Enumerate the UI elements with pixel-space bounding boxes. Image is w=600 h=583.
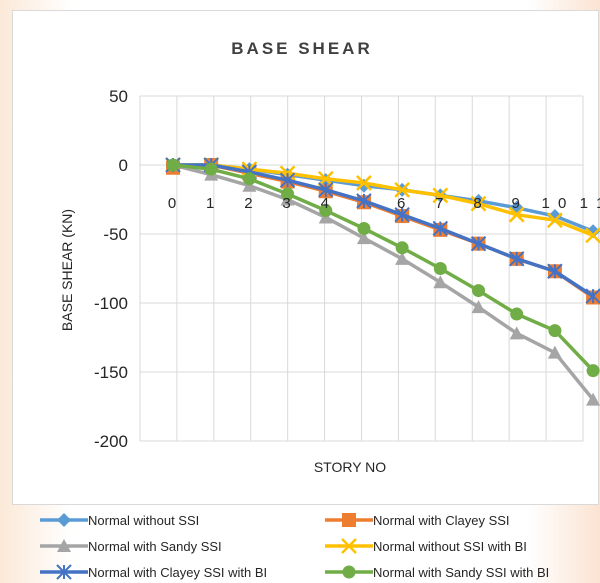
x-marker xyxy=(394,181,411,198)
series-4 xyxy=(165,157,600,304)
star-marker xyxy=(279,172,296,188)
chart-area xyxy=(12,10,599,505)
diamond-marker xyxy=(57,513,71,527)
triangle-marker xyxy=(471,300,486,314)
x-marker xyxy=(547,212,563,229)
x-tick-label: 1 1 xyxy=(580,195,600,212)
star-marker xyxy=(508,251,525,267)
circle-marker xyxy=(472,284,486,298)
y-tick-label: -50 xyxy=(103,225,128,244)
circle-marker xyxy=(395,241,409,255)
legend-item: Normal without SSI xyxy=(40,513,199,528)
star-marker xyxy=(585,288,600,304)
x-axis-label: STORY NO xyxy=(314,459,386,475)
y-tick-label: -100 xyxy=(94,294,128,313)
x-tick-label: 3 xyxy=(282,195,292,212)
star-marker xyxy=(318,182,334,198)
series-line xyxy=(171,163,595,298)
x-marker xyxy=(317,170,334,187)
circle-marker xyxy=(319,204,333,218)
circle-marker xyxy=(548,324,562,338)
x-tick-label: 1 xyxy=(206,195,216,212)
triangle-marker xyxy=(547,345,562,359)
triangle-marker xyxy=(57,539,71,552)
legend-item: Normal with Clayey SSI with BI xyxy=(40,564,267,580)
y-tick-label: 50 xyxy=(109,87,128,106)
legend-item: Normal with Sandy SSI xyxy=(40,539,222,554)
x-tick-label: 4 xyxy=(321,195,331,212)
x-marker xyxy=(432,187,449,204)
circle-marker xyxy=(242,172,256,186)
circle-marker xyxy=(433,262,447,275)
series-5 xyxy=(166,158,600,378)
chart-title: BASE SHEAR xyxy=(231,39,372,58)
circle-marker xyxy=(204,162,218,176)
x-marker xyxy=(356,175,372,191)
star-marker xyxy=(547,263,563,279)
legend-label: Normal without SSI xyxy=(88,513,199,528)
star-marker xyxy=(470,235,487,252)
series-group xyxy=(165,157,600,406)
legend-label: Normal with Clayey SSI xyxy=(373,513,510,528)
square-marker xyxy=(342,513,356,527)
x-tick-label: 0 xyxy=(168,195,178,212)
series-line xyxy=(171,163,595,402)
y-tick-label: -150 xyxy=(94,363,128,382)
x-tick-label: 7 xyxy=(435,195,445,212)
star-marker xyxy=(394,206,410,223)
diamond-marker xyxy=(586,224,600,239)
star-marker xyxy=(356,193,372,209)
x-marker xyxy=(508,206,525,223)
circle-marker xyxy=(342,565,356,579)
triangle-marker xyxy=(395,251,410,265)
circle-marker xyxy=(281,187,295,201)
y-axis-ticks: 50 0 -50 -100 -150 -200 xyxy=(94,87,128,451)
series-line xyxy=(171,163,595,373)
circle-marker xyxy=(586,364,600,378)
y-tick-label: 0 xyxy=(119,156,128,175)
legend-label: Normal with Sandy SSI with BI xyxy=(373,565,549,580)
series-2 xyxy=(166,158,600,406)
circle-marker xyxy=(357,221,371,235)
triangle-marker xyxy=(509,326,524,340)
star-marker xyxy=(56,564,72,580)
x-tick-label: 2 xyxy=(244,195,254,212)
triangle-marker xyxy=(356,231,371,245)
x-tick-label: 8 xyxy=(473,195,483,212)
legend-item: Normal with Sandy SSI with BI xyxy=(325,565,549,580)
x-marker xyxy=(585,227,600,244)
legend-label: Normal with Sandy SSI xyxy=(88,539,222,554)
legend-item: Normal without SSI with BI xyxy=(325,538,527,554)
circle-marker xyxy=(510,307,524,321)
y-axis-label: BASE SHEAR (KN) xyxy=(59,209,75,331)
x-marker xyxy=(341,538,357,554)
x-tick-label: 6 xyxy=(397,195,407,212)
y-tick-label: -200 xyxy=(94,432,128,451)
legend-label: Normal without SSI with BI xyxy=(373,539,527,554)
x-marker xyxy=(470,195,487,212)
x-tick-label: 9 xyxy=(512,195,522,212)
circle-marker xyxy=(166,158,180,172)
series-line xyxy=(171,163,595,238)
legend: Normal without SSI Normal with Clayey SSI… xyxy=(40,513,549,580)
grid xyxy=(139,95,584,442)
triangle-marker xyxy=(433,275,448,289)
legend-label: Normal with Clayey SSI with BI xyxy=(88,565,267,580)
triangle-marker xyxy=(586,392,600,406)
legend-item: Normal with Clayey SSI xyxy=(325,513,510,528)
x-axis-ticks: 0 1 2 3 4 6 7 8 9 1 0 1 1 xyxy=(168,195,600,212)
x-tick-label: 1 0 xyxy=(541,195,568,212)
star-marker xyxy=(432,220,449,237)
